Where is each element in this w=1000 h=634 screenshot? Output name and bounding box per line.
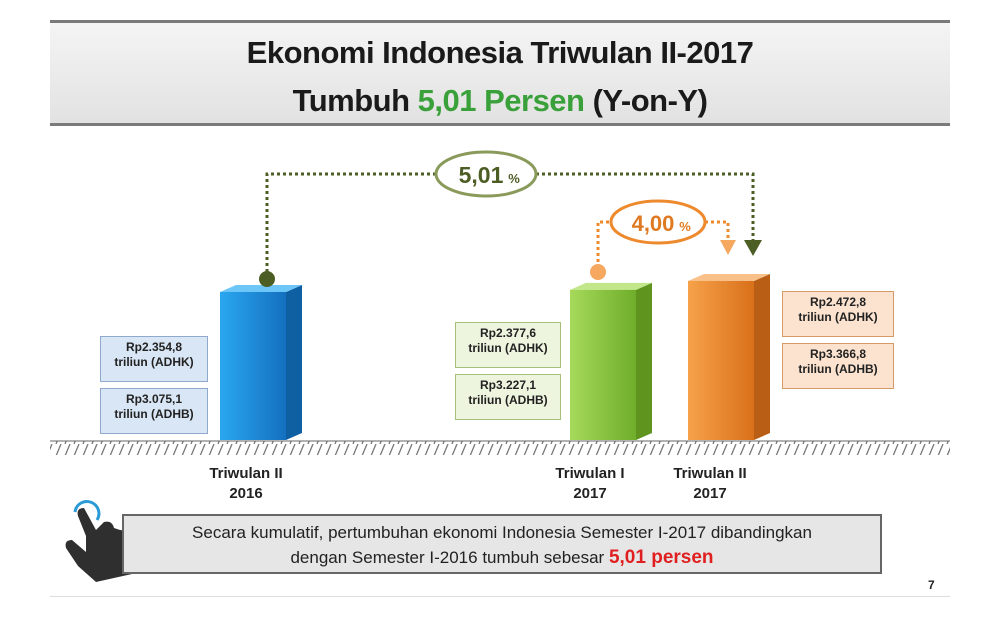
qoq-arrow-icon [720,240,736,255]
x-label-year: 2016 [229,485,263,502]
value-amount: Rp2.472,8 [809,295,867,309]
note-line-2-prefix: dengan Semester I-2016 tumbuh sebesar [290,548,609,567]
value-unit: triliun (ADHB) [798,362,878,376]
growth-connector-yoy: 5,01 % [259,150,762,287]
x-label-q2-2017: Triwulan II 2017 [660,464,760,504]
yoy-label-num: 5,01 [459,162,504,188]
x-label-year: 2017 [693,485,727,502]
value-box-q2-2016-adhb: Rp3.075,1 triliun (ADHB) [100,388,208,434]
x-label-q1-2017: Triwulan I 2017 [540,464,640,504]
subtitle-highlight: 5,01 Persen [417,83,585,118]
bar-q2-2016 [220,285,302,440]
qoq-label-pct: % [679,219,691,234]
value-amount: Rp2.354,8 [125,340,183,354]
x-label-period: Triwulan II [209,465,283,482]
page-number: 7 [928,578,935,592]
page-title: Ekonomi Indonesia Triwulan II-2017 [246,35,754,70]
note-highlight: 5,01 persen [608,547,714,568]
growth-connector-qoq: 4,00 % [590,199,736,280]
footer-divider [50,596,950,597]
value-unit: triliun (ADHB) [468,393,548,407]
summary-note: Secara kumulatif, pertumbuhan ekonomi In… [122,514,882,574]
yoy-arrow-icon [744,240,762,256]
value-amount: Rp3.075,1 [125,392,183,406]
value-box-q2-2017-adhk: Rp2.472,8 triliun (ADHK) [782,291,894,337]
value-box-q2-2016-adhk: Rp2.354,8 triliun (ADHK) [100,336,208,382]
value-unit: triliun (ADHK) [114,355,194,369]
yoy-label-pct: % [508,171,520,186]
qoq-label-num: 4,00 [632,211,675,236]
value-amount: Rp3.227,1 [479,378,537,392]
value-box-q1-2017-adhk: Rp2.377,6 triliun (ADHK) [455,322,561,368]
subtitle-prefix: Tumbuh [292,83,418,118]
ground-hatch [50,441,950,455]
value-unit: triliun (ADHK) [798,310,878,324]
value-box-q2-2017-adhb: Rp3.366,8 triliun (ADHB) [782,343,894,389]
bar-q2-2017 [688,273,770,440]
value-box-q1-2017-adhb: Rp3.227,1 triliun (ADHB) [455,374,561,420]
page-subtitle: Tumbuh 5,01 Persen (Y-on-Y) [50,83,950,119]
x-label-period: Triwulan I [555,465,625,482]
qoq-badge [609,199,707,245]
value-unit: triliun (ADHK) [468,341,548,355]
hand-pointer-icon [65,500,138,582]
value-unit: triliun (ADHB) [114,407,194,421]
value-amount: Rp2.377,6 [479,326,537,340]
x-label-year: 2017 [573,485,607,502]
subtitle-suffix: (Y-on-Y) [584,83,708,118]
title-banner: Ekonomi Indonesia Triwulan II-2017 Tumbu… [50,20,950,126]
yoy-start-dot [259,271,275,287]
qoq-start-dot [590,264,606,280]
x-label-period: Triwulan II [673,465,747,482]
yoy-badge [434,150,538,198]
value-amount: Rp3.366,8 [809,347,867,361]
note-line-1: Secara kumulatif, pertumbuhan ekonomi In… [192,523,812,542]
note-line-2: dengan Semester I-2016 tumbuh sebesar 5,… [124,545,880,570]
bar-q1-2017 [570,282,652,440]
x-label-q2-2016: Triwulan II 2016 [196,464,296,504]
